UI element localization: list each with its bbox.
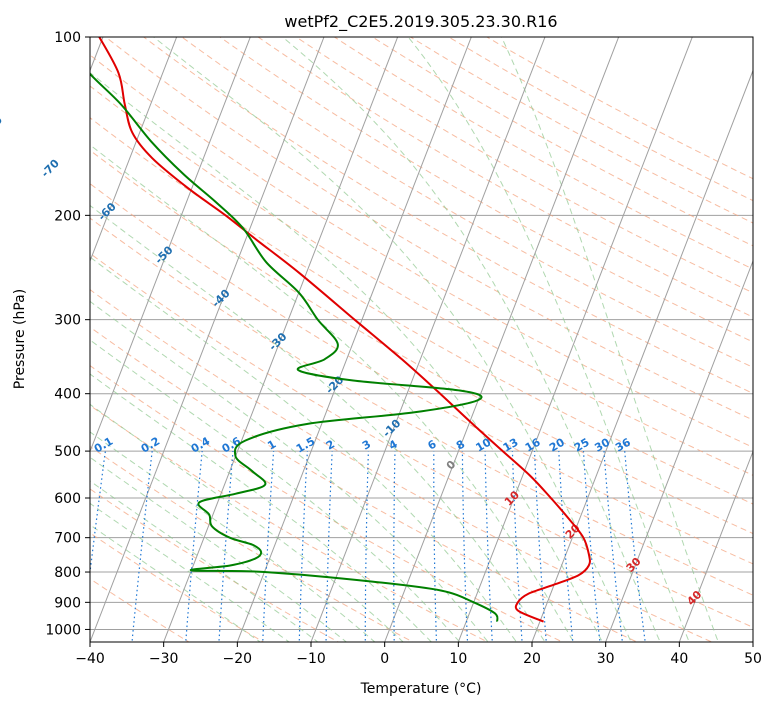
x-tick-label: 50 [744,651,762,667]
dry-adiabat [104,37,753,421]
x-tick-label: 30 [597,651,615,667]
y-axis-title: Pressure (hPa) [12,289,28,389]
plot-border [89,36,754,643]
isotherm-label: -80 [0,113,5,136]
plot-area [90,37,753,642]
dry-adiabat [90,404,489,642]
moist-adiabat [90,502,290,642]
y-tick-label: 600 [54,491,81,507]
profile-lines [90,37,591,623]
y-tick-label: 1000 [45,622,81,638]
dry-adiabat [90,54,753,448]
moist-adiabat [282,37,661,642]
isotherm [605,259,753,642]
moist-adiabat [90,256,518,642]
x-tick-label: 10 [449,651,467,667]
moist-adiabat [407,37,690,642]
moist-adiabat [90,144,575,642]
temperature-profile [98,37,591,623]
plot-background [90,37,753,642]
isotherm [457,37,693,642]
isotherm [90,37,251,453]
plot-frame [89,36,754,643]
isotherm-label: -70 [39,157,62,180]
dry-adiabat [90,252,753,628]
moist-adiabat [501,37,719,642]
x-tick-label: −20 [223,651,253,667]
x-tick-label: −10 [296,651,326,667]
dry-adiabat [90,532,265,642]
dry-adiabat [90,445,414,642]
dry-adiabat [219,37,753,343]
moist-adiabat [90,480,319,642]
dry-adiabat [90,85,753,476]
dry-adiabat [90,289,713,642]
isotherm [163,37,399,642]
y-tick-label: 100 [54,30,81,46]
isotherm [236,37,472,642]
isotherm [90,37,325,642]
isotherm [384,37,620,642]
x-tick-label: 20 [523,651,541,667]
x-axis-title: Temperature (°C) [360,681,482,697]
y-tick-label: 200 [54,208,81,224]
dewpoint-profile [90,72,499,622]
x-tick-label: 40 [670,651,688,667]
dry-adiabat [90,326,639,642]
isotherm [678,450,753,642]
x-tick-label: −30 [149,651,179,667]
y-tick-label: 900 [54,595,81,611]
dry-adiabat [485,37,753,180]
isotherm [310,37,546,642]
background-lines [90,37,753,642]
x-tick-label: 0 [380,651,389,667]
y-tick-label: 700 [54,531,81,547]
chart-title: wetPf2_C2E5.2019.305.23.30.R16 [284,12,557,32]
moist-adiabat [90,431,376,642]
dry-adiabat [447,37,753,202]
moist-adiabat [90,71,603,642]
axis-ticks: −40 −30 −20 −10 0 10 20 30 40 50 100 200 300 400 500 60… [45,30,762,667]
dry-adiabat [142,37,753,394]
y-tick-label: 300 [54,313,81,329]
moist-adiabat [90,300,489,642]
dry-adiabat [90,117,753,505]
x-tick-label: −40 [75,651,105,667]
moist-adiabat [153,37,632,642]
moist-adiabat [90,456,348,642]
dry-adiabat [180,37,753,368]
y-tick-label: 500 [54,444,81,460]
moist-adiabat [90,204,546,642]
dry-adiabat [409,37,753,224]
y-tick-label: 400 [54,387,81,403]
y-tick-label: 800 [54,565,81,581]
isotherm [531,69,753,642]
